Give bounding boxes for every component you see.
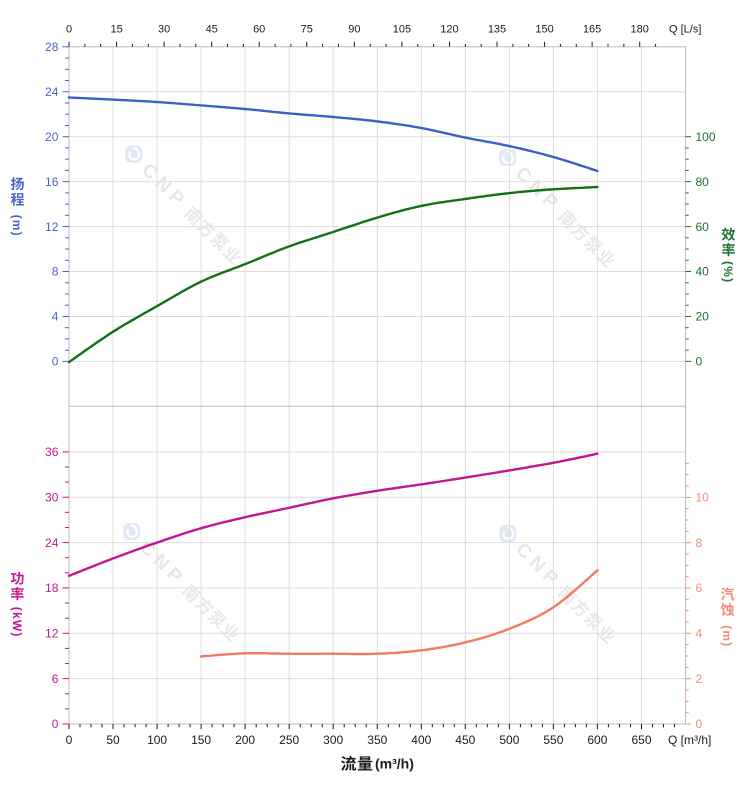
svg-text:600: 600 xyxy=(587,733,607,747)
svg-text:150: 150 xyxy=(191,733,211,747)
svg-text:0: 0 xyxy=(696,717,703,731)
svg-text:90: 90 xyxy=(348,24,360,36)
svg-text:40: 40 xyxy=(696,265,710,279)
svg-text:(kW): (kW) xyxy=(10,607,24,638)
svg-text:6: 6 xyxy=(696,581,703,595)
svg-text:165: 165 xyxy=(583,24,601,36)
svg-text:(m): (m) xyxy=(10,215,24,237)
svg-text:0: 0 xyxy=(52,717,59,731)
svg-text:75: 75 xyxy=(301,24,313,36)
svg-text:0: 0 xyxy=(696,355,703,369)
svg-text:36: 36 xyxy=(45,445,59,459)
svg-text:18: 18 xyxy=(45,581,59,595)
svg-text:50: 50 xyxy=(106,733,120,747)
svg-text:8: 8 xyxy=(52,265,59,279)
svg-text:100: 100 xyxy=(696,130,716,144)
svg-text:180: 180 xyxy=(631,24,649,36)
svg-text:150: 150 xyxy=(535,24,553,36)
svg-text:16: 16 xyxy=(45,175,59,189)
svg-text:8: 8 xyxy=(696,536,703,550)
svg-text:15: 15 xyxy=(110,24,122,36)
svg-text:500: 500 xyxy=(499,733,519,747)
svg-text:20: 20 xyxy=(45,130,59,144)
svg-text:105: 105 xyxy=(393,24,411,36)
svg-text:2: 2 xyxy=(696,672,703,686)
svg-text:4: 4 xyxy=(696,627,703,641)
svg-text:60: 60 xyxy=(696,220,710,234)
svg-text:0: 0 xyxy=(52,355,59,369)
svg-text:100: 100 xyxy=(147,733,167,747)
svg-text:120: 120 xyxy=(440,24,458,36)
svg-text:450: 450 xyxy=(455,733,475,747)
svg-text:12: 12 xyxy=(45,627,59,641)
svg-text:(m): (m) xyxy=(720,625,734,647)
svg-text:10: 10 xyxy=(696,491,710,505)
svg-text:6: 6 xyxy=(52,672,59,686)
svg-text:(m³/h): (m³/h) xyxy=(375,756,414,772)
svg-text:250: 250 xyxy=(279,733,299,747)
svg-text:135: 135 xyxy=(488,24,506,36)
svg-text:12: 12 xyxy=(45,220,59,234)
svg-text:650: 650 xyxy=(631,733,651,747)
svg-text:45: 45 xyxy=(206,24,218,36)
svg-text:28: 28 xyxy=(45,40,59,54)
svg-text:20: 20 xyxy=(696,310,710,324)
svg-text:24: 24 xyxy=(45,85,59,99)
svg-text:30: 30 xyxy=(45,490,59,504)
svg-text:200: 200 xyxy=(235,733,255,747)
svg-text:350: 350 xyxy=(367,733,387,747)
svg-text:300: 300 xyxy=(323,733,343,747)
svg-text:Q [L/s]: Q [L/s] xyxy=(669,24,701,36)
svg-text:80: 80 xyxy=(696,175,710,189)
svg-text:(%): (%) xyxy=(721,261,735,283)
svg-text:400: 400 xyxy=(411,733,431,747)
svg-text:4: 4 xyxy=(52,310,59,324)
svg-text:24: 24 xyxy=(45,536,59,550)
svg-text:550: 550 xyxy=(543,733,563,747)
svg-text:0: 0 xyxy=(66,24,72,36)
svg-text:30: 30 xyxy=(158,24,170,36)
svg-text:Q [m³/h]: Q [m³/h] xyxy=(668,733,711,747)
svg-text:0: 0 xyxy=(66,733,73,747)
svg-text:60: 60 xyxy=(253,24,265,36)
